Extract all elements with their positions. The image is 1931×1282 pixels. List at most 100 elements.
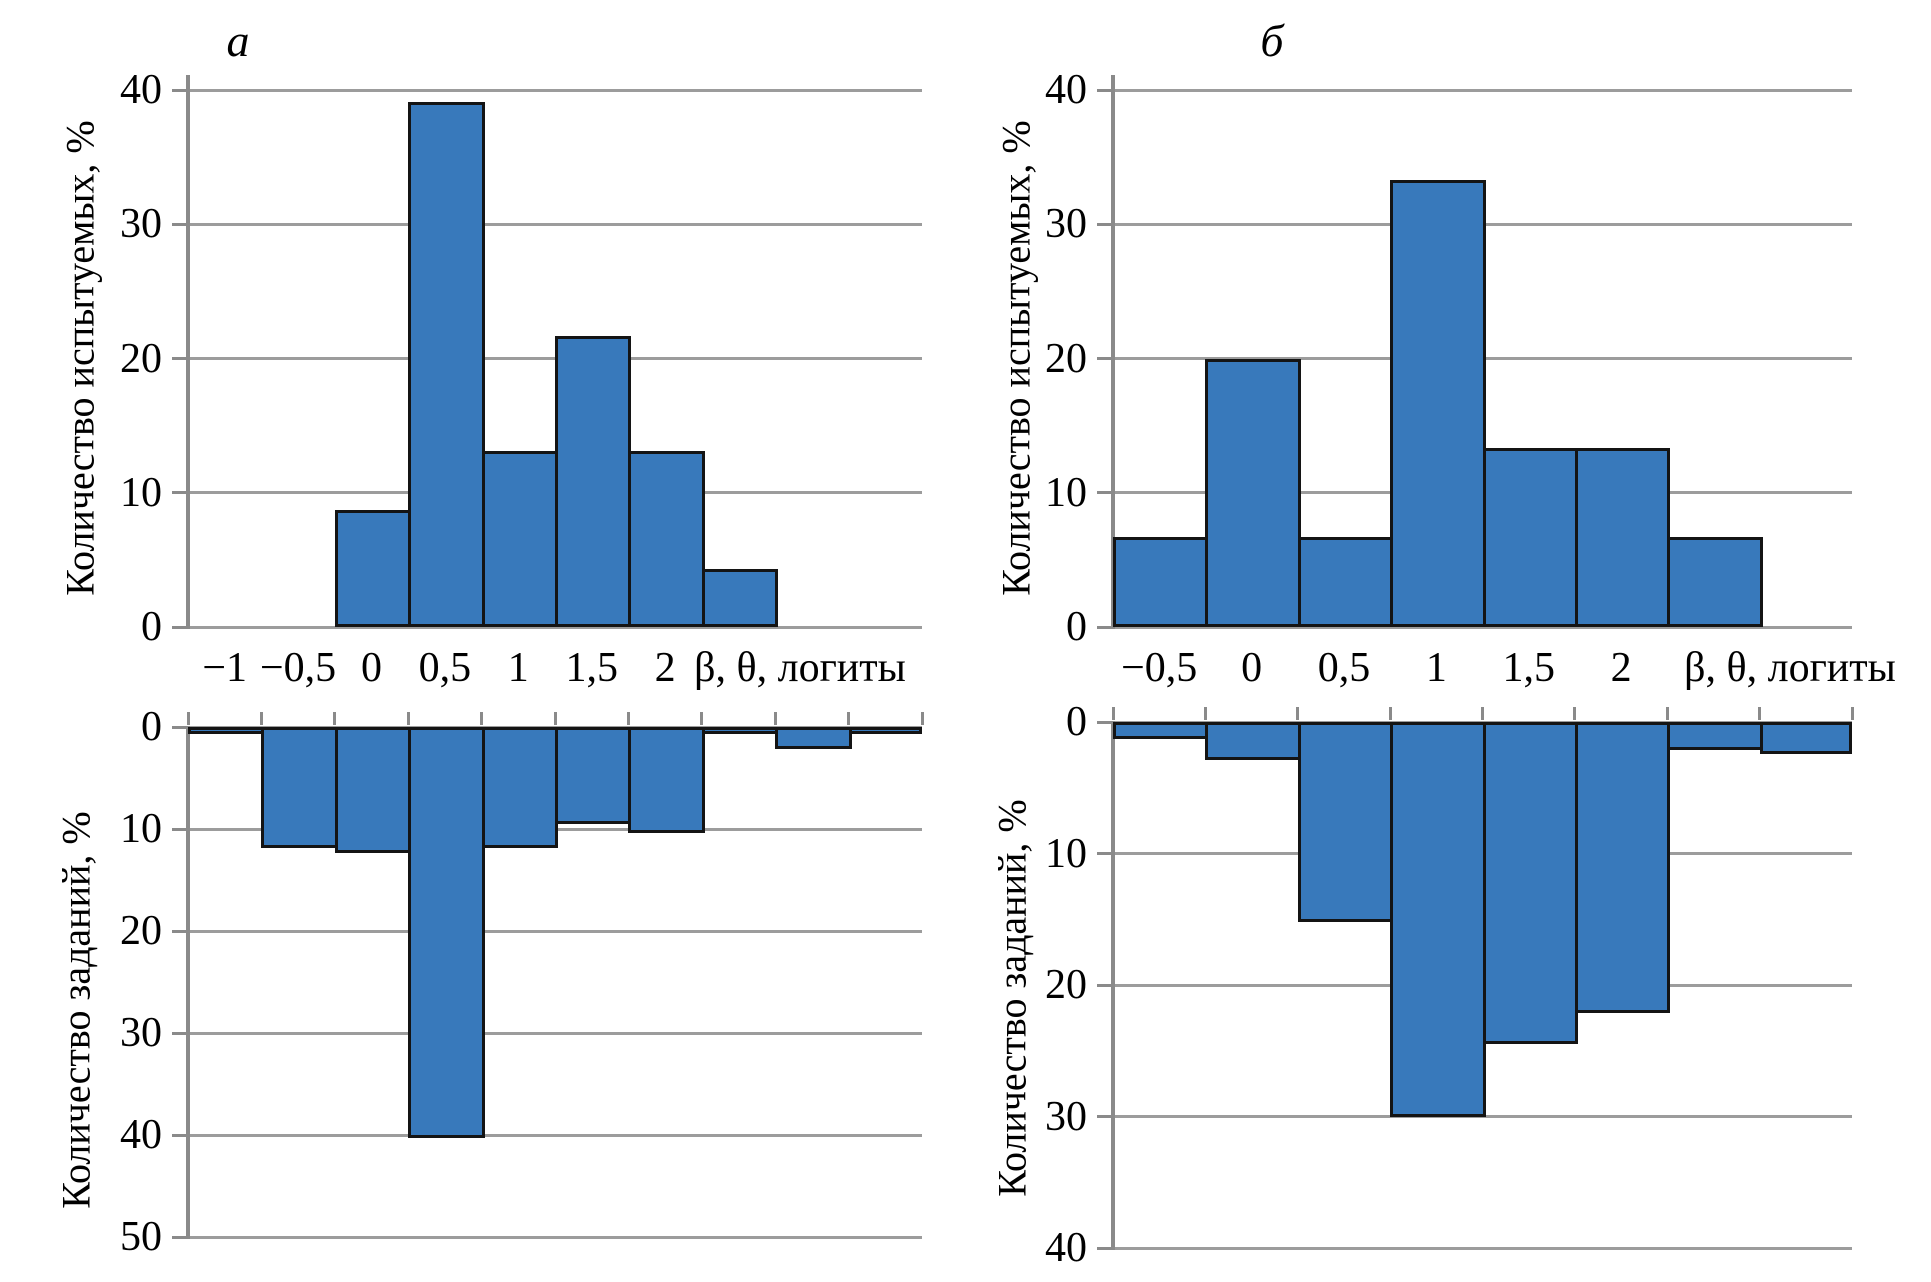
y-tick-label: 0 (141, 604, 162, 650)
x-tick-label: −1 (202, 645, 248, 691)
bar-bottom-left-0 (188, 727, 265, 734)
gridline (1113, 88, 1852, 92)
x-tick-mark (626, 712, 630, 725)
y-tick-mark (1097, 491, 1113, 495)
bar-bottom-right-5 (1574, 722, 1671, 1013)
y-axis-title: Количество испытуемых, % (57, 120, 103, 596)
y-tick-label: 50 (120, 1214, 162, 1260)
x-tick-mark (1388, 707, 1392, 720)
x-tick-mark (773, 712, 777, 725)
y-tick-label: 20 (1045, 962, 1087, 1008)
x-tick-mark (1481, 707, 1484, 720)
y-tick-mark (172, 725, 188, 729)
y-axis-title: Количество испытуемых, % (993, 120, 1039, 596)
bar-top-left-2 (334, 510, 412, 627)
x-tick-mark (1573, 707, 1577, 720)
bar-bottom-left-3 (408, 727, 485, 1139)
bar-top-right-1 (1205, 358, 1301, 627)
y-axis-line (1111, 721, 1115, 1250)
bar-bottom-left-6 (628, 727, 705, 834)
y-tick-mark (1097, 1115, 1113, 1118)
x-tick-label: 1 (1425, 645, 1447, 691)
y-axis-line (1111, 75, 1115, 629)
gridline (1113, 1115, 1852, 1118)
bar-bottom-right-7 (1759, 722, 1852, 754)
bar-top-left-4 (481, 451, 558, 627)
x-tick-label: 0 (1241, 645, 1263, 691)
bar-top-left-7 (701, 569, 779, 627)
x-axis-baseline (188, 625, 922, 629)
y-tick-label: 30 (120, 201, 162, 248)
y-tick-mark (172, 625, 188, 629)
gridline (188, 88, 922, 92)
gridline (188, 1133, 922, 1137)
y-tick-label: 20 (120, 908, 162, 954)
y-tick-label: 20 (120, 335, 162, 382)
x-axis-title: β, θ, логиты (1684, 645, 1896, 691)
y-tick-mark (1097, 222, 1113, 226)
y-tick-mark (1097, 983, 1113, 987)
x-tick-mark (1296, 707, 1300, 720)
bar-bottom-left-8 (775, 727, 852, 750)
y-tick-label: 20 (1045, 335, 1087, 382)
x-axis-baseline (1113, 625, 1852, 629)
x-tick-label: 0,5 (1317, 645, 1371, 691)
x-tick-mark (847, 712, 851, 725)
x-tick-mark (1850, 707, 1854, 720)
x-axis-title: β, θ, логиты (694, 645, 906, 691)
bar-bottom-right-6 (1667, 722, 1763, 750)
x-tick-label: −0,5 (260, 645, 337, 691)
gridline (188, 1031, 922, 1035)
bar-bottom-left-2 (334, 727, 412, 854)
x-tick-mark (1111, 707, 1115, 720)
bar-top-left-6 (628, 451, 705, 627)
bar-top-left-5 (555, 335, 632, 627)
x-tick-label: 2 (654, 645, 676, 691)
x-tick-mark (1203, 707, 1207, 720)
y-tick-label: 30 (120, 1010, 162, 1056)
x-tick-mark (700, 712, 704, 725)
x-tick-mark (1665, 707, 1669, 720)
gridline (1113, 1246, 1852, 1250)
bar-bottom-right-0 (1113, 722, 1209, 740)
y-tick-label: 10 (1045, 830, 1087, 877)
gridline (188, 929, 922, 933)
bar-top-right-4 (1482, 448, 1578, 627)
y-tick-mark (172, 491, 188, 495)
y-tick-label: 30 (1045, 1093, 1087, 1140)
top-right-chart: 0 10 20 30 40 −0,5 0 0,5 1 1,5 2 β, θ, логиты (1045, 67, 1896, 691)
x-tick-label: 0 (361, 645, 382, 691)
x-tick-mark (480, 712, 484, 725)
y-tick-mark (172, 88, 188, 92)
x-tick-mark (920, 712, 924, 725)
y-tick-mark (172, 222, 188, 226)
y-tick-mark (1097, 625, 1113, 629)
y-tick-mark (172, 1031, 188, 1035)
y-tick-label: 40 (120, 1112, 162, 1158)
y-tick-mark (172, 929, 188, 933)
y-tick-mark (172, 357, 188, 360)
x-tick-label: −0,5 (1121, 645, 1198, 691)
x-tick-label: 1,5 (1502, 645, 1555, 691)
x-tick-mark (186, 712, 190, 725)
bar-top-right-3 (1390, 179, 1486, 627)
top-left-chart: 0 10 20 30 40 −1 −0,5 0 0,5 1 1,5 2 β, θ, логиты (120, 67, 922, 691)
bar-bottom-right-2 (1297, 722, 1394, 922)
y-tick-label: 0 (1066, 604, 1087, 650)
y-tick-label: 30 (1045, 201, 1087, 248)
y-tick-label: 10 (120, 469, 162, 516)
bar-bottom-right-4 (1482, 722, 1578, 1045)
y-tick-label: 10 (1045, 469, 1087, 516)
y-tick-label: 0 (1066, 699, 1087, 745)
bar-top-right-0 (1113, 537, 1209, 627)
y-tick-label: 40 (1045, 67, 1087, 113)
x-tick-mark (1758, 707, 1762, 720)
y-axis-line (186, 75, 190, 629)
y-tick-mark (1097, 1246, 1113, 1250)
y-tick-mark (172, 1133, 188, 1137)
x-tick-mark (553, 712, 557, 725)
y-tick-mark (1097, 720, 1113, 724)
bar-bottom-left-1 (261, 727, 338, 849)
bar-bottom-left-5 (555, 727, 632, 824)
